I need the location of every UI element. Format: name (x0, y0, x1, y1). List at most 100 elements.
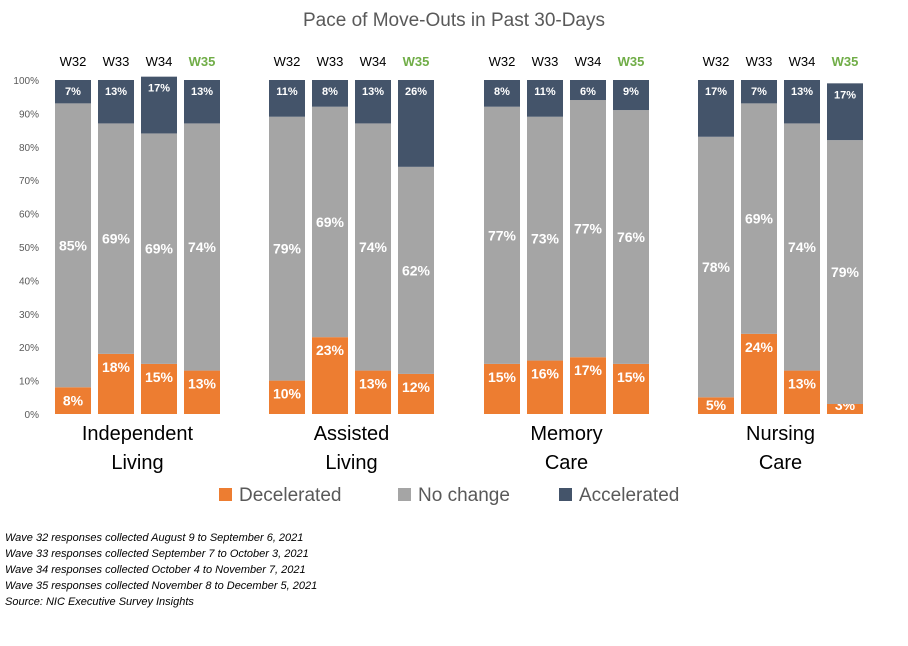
data-label: 9% (623, 86, 639, 98)
y-tick-label: 30% (19, 310, 39, 321)
legend-swatch (398, 488, 411, 501)
bar-segment-decelerated (741, 333, 777, 414)
bar-segment-decelerated (141, 363, 177, 414)
data-label: 13% (191, 86, 213, 98)
y-tick-label: 10% (19, 377, 39, 388)
bar-segment-no-change (698, 136, 734, 398)
footnote-wave-33: Wave 33 responses collected September 7 … (5, 548, 309, 560)
y-tick-label: 50% (19, 243, 39, 254)
bar-segment-accelerated (55, 80, 91, 104)
data-label: 62% (402, 262, 431, 278)
legend-label: Decelerated (239, 485, 341, 506)
legend-label: Accelerated (579, 485, 679, 506)
data-label: 69% (102, 231, 131, 247)
wave-label: W35 (189, 54, 216, 69)
category-label: Care (759, 452, 802, 474)
bar-segment-accelerated (312, 80, 348, 107)
data-label: 13% (788, 376, 817, 392)
data-label: 13% (359, 376, 388, 392)
data-label: 79% (831, 264, 860, 280)
bar-segment-decelerated (269, 380, 305, 414)
bar-segment-decelerated (484, 363, 520, 414)
category-label: Memory (530, 423, 602, 445)
wave-label: W34 (789, 54, 816, 69)
data-label: 13% (791, 86, 813, 98)
bar-segment-no-change (141, 133, 177, 364)
data-label: 74% (788, 239, 817, 255)
bar-segment-accelerated (484, 80, 520, 107)
data-label: 5% (706, 397, 727, 413)
category-label: Nursing (746, 423, 815, 445)
category-label: Independent (82, 423, 194, 445)
data-label: 76% (617, 229, 646, 245)
bar-segment-accelerated (527, 80, 563, 117)
bar-segment-no-change (184, 123, 220, 371)
bar-segment-no-change (269, 116, 305, 381)
wave-label: W34 (360, 54, 387, 69)
bar-segment-decelerated (527, 360, 563, 414)
wave-label: W34 (146, 54, 173, 69)
legend-label: No change (418, 485, 510, 506)
wave-label: W34 (575, 54, 602, 69)
bar-segment-accelerated (141, 76, 177, 134)
category-labels: Independent Living Assisted Living Memory Car… (82, 423, 815, 474)
bar-segment-no-change (398, 166, 434, 374)
y-tick-label: 80% (19, 143, 39, 154)
bar-segment-no-change (55, 103, 91, 388)
wave-label: W33 (746, 54, 773, 69)
bar-segment-accelerated (698, 80, 734, 137)
bar-segment-accelerated (98, 80, 134, 124)
bar-segment-decelerated (184, 370, 220, 414)
chart-title: Pace of Move-Outs in Past 30-Days (303, 10, 605, 31)
bar-segment-decelerated (355, 370, 391, 414)
bar-segment-decelerated (398, 373, 434, 414)
footnotes: Wave 32 responses collected August 9 to … (5, 530, 317, 610)
data-label: 6% (580, 86, 596, 98)
data-label: 17% (574, 362, 603, 378)
category-label: Care (545, 452, 588, 474)
data-label: 18% (102, 359, 131, 375)
bar-segment-accelerated (741, 80, 777, 104)
data-label: 8% (63, 392, 84, 408)
data-label: 69% (745, 211, 774, 227)
y-tick-label: 20% (19, 343, 39, 354)
footnote-wave-32: Wave 32 responses collected August 9 to … (5, 532, 304, 544)
footnote-wave-35: Wave 35 responses collected November 8 t… (5, 580, 318, 592)
bar-segment-accelerated (269, 80, 305, 117)
bar-segment-decelerated (55, 387, 91, 414)
bars: 8% 85% 7% W32 18% 69% 13% W33 15% 69% 17% W34 13% 74%… (55, 54, 863, 414)
wave-label: W32 (489, 54, 516, 69)
data-label: 17% (705, 86, 727, 98)
data-label: 85% (59, 237, 88, 253)
data-label: 79% (273, 241, 302, 257)
bar-segment-accelerated (355, 80, 391, 124)
data-label: 11% (276, 86, 298, 98)
data-label: 11% (534, 86, 556, 98)
bar-segment-no-change (741, 103, 777, 334)
data-label: 7% (65, 86, 81, 98)
data-label: 8% (494, 86, 510, 98)
data-label: 8% (322, 86, 338, 98)
data-label: 12% (402, 379, 431, 395)
wave-label: W33 (532, 54, 559, 69)
data-label: 13% (105, 86, 127, 98)
data-label: 13% (188, 376, 217, 392)
y-tick-label: 100% (13, 76, 39, 87)
bar-segment-decelerated (784, 370, 820, 414)
legend-swatch (559, 488, 572, 501)
data-label: 69% (316, 214, 345, 230)
data-label: 23% (316, 342, 345, 358)
data-label: 17% (834, 89, 856, 101)
y-tick-label: 70% (19, 176, 39, 187)
bar-segment-no-change (527, 116, 563, 361)
y-tick-label: 40% (19, 276, 39, 287)
data-label: 26% (405, 86, 427, 98)
bar-segment-decelerated (698, 397, 734, 414)
bar-segment-accelerated (613, 80, 649, 111)
bar-segment-accelerated (827, 83, 863, 141)
data-label: 15% (617, 369, 646, 385)
y-tick-label: 60% (19, 210, 39, 221)
y-tick-label: 90% (19, 109, 39, 120)
data-label: 78% (702, 259, 731, 275)
